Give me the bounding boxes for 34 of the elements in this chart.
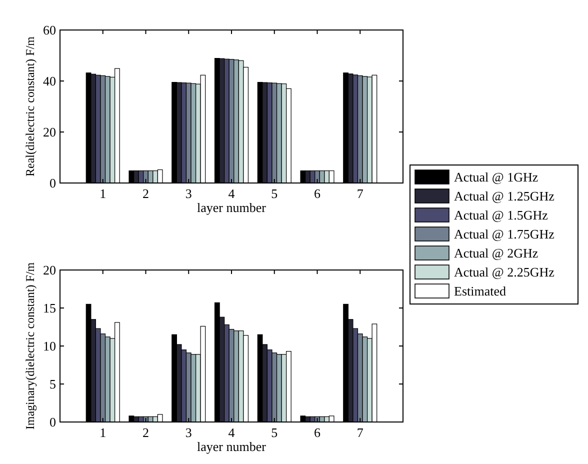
x-tick-label: 1 xyxy=(100,425,106,440)
x-tick-label: 3 xyxy=(185,425,192,440)
legend-label: Actual @ 2GHz xyxy=(454,246,538,261)
y-tick-label: 0 xyxy=(50,414,56,430)
legend-label: Actual @ 1GHz xyxy=(454,170,538,185)
x-tick-label: 6 xyxy=(314,186,321,201)
x-tick-label: 6 xyxy=(314,425,321,440)
x-tick-label: 4 xyxy=(228,186,236,201)
y-tick-label: 20 xyxy=(43,262,56,278)
x-tick-label: 2 xyxy=(142,425,149,440)
y-tick-label: 0 xyxy=(50,176,56,191)
x-tick-label: 5 xyxy=(271,186,278,201)
x-tick-label: 4 xyxy=(228,425,236,440)
y-tick-label: 40 xyxy=(43,74,56,89)
y-tick-label: 5 xyxy=(50,376,56,392)
legend-label: Actual @ 1.5GHz xyxy=(454,208,548,223)
x-tick-label: 1 xyxy=(100,186,106,201)
legend-label: Estimated xyxy=(454,284,506,299)
y-tick-label: 20 xyxy=(43,124,56,140)
y-tick-label: 10 xyxy=(43,338,56,354)
x-tick-label: 3 xyxy=(185,186,192,201)
x-tick-label: 2 xyxy=(142,186,149,201)
y-axis-title: Imaginary(dielectric constant) F/m xyxy=(23,262,37,430)
x-tick-label: 5 xyxy=(271,425,278,440)
x-tick-label: 7 xyxy=(356,186,364,201)
y-axis-title: Real(dielectric constant) F/m xyxy=(23,36,37,176)
legend-label: Actual @ 1.75GHz xyxy=(454,226,555,242)
y-tick-label: 60 xyxy=(43,22,56,38)
y-tick-label: 15 xyxy=(43,300,56,316)
legend-label: Actual @ 2.25GHz xyxy=(454,264,555,280)
x-axis-title: layer number xyxy=(197,439,267,454)
x-tick-label: 7 xyxy=(356,425,364,440)
x-axis-title: layer number xyxy=(197,200,267,215)
legend-label: Actual @ 1.25GHz xyxy=(454,188,555,204)
